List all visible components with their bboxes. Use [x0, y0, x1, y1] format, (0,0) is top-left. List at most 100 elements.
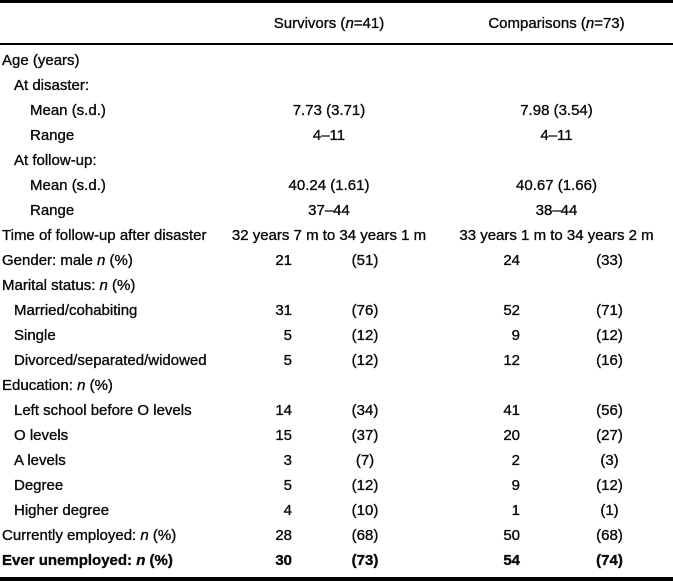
- comparisons-value-cell: 40.67 (1.66): [516, 177, 597, 194]
- row-label: Mean (s.d.): [30, 177, 106, 194]
- comparisons-n-cell: 9: [511, 327, 520, 344]
- table-row: Education: n (%): [0, 373, 673, 398]
- comparisons-n-cell: 54: [503, 552, 520, 569]
- survivors-pct-cell: (12): [351, 352, 379, 369]
- table-top-rule: [0, 0, 673, 3]
- survivors-value-cell: 37–44: [308, 202, 350, 219]
- survivors-pct-cell: (12): [351, 327, 379, 344]
- table-row: Age (years): [0, 48, 673, 73]
- survivors-n-cell: 4: [283, 502, 292, 519]
- comparisons-n-cell: 41: [503, 402, 520, 419]
- comparisons-value-cell: 7.98 (3.54): [520, 102, 593, 119]
- table-row: Time of follow-up after disaster 32 years…: [0, 223, 673, 248]
- survivors-pct-cell: (76): [351, 302, 379, 319]
- row-label: Mean (s.d.): [30, 102, 106, 119]
- comparisons-n-cell: 12: [503, 352, 520, 369]
- comparisons-pct-cell: (68): [596, 527, 623, 544]
- row-label: Time of follow-up after disaster: [2, 227, 207, 244]
- table-row: Ever unemployed: n (%) 30 (73) 54 (74): [0, 548, 673, 573]
- row-label: Degree: [14, 477, 64, 494]
- row-label: Currently employed: n (%): [2, 527, 177, 544]
- row-label: Range: [30, 127, 75, 144]
- survivors-pct-cell: (34): [351, 402, 379, 419]
- table-row: Marital status: n (%): [0, 273, 673, 298]
- survivors-n-cell: 5: [283, 352, 292, 369]
- survivors-pct-cell: (73): [351, 552, 379, 569]
- survivors-n-cell: 21: [275, 252, 292, 269]
- survivors-value-cell: 4–11: [312, 127, 346, 144]
- survivors-value-cell: 32 years 7 m to 34 years 1 m: [231, 227, 427, 244]
- survivors-n-cell: 31: [275, 302, 292, 319]
- row-label: Higher degree: [14, 502, 110, 519]
- row-label: Married/cohabiting: [14, 302, 138, 319]
- table-row: Mean (s.d.) 7.73 (3.71) 7.98 (3.54): [0, 98, 673, 123]
- table-body: Age (years) At disaster: Mean (s.d.) 7.73 (…: [0, 45, 673, 573]
- survivors-pct-cell: (37): [351, 427, 379, 444]
- row-label: Range: [30, 202, 75, 219]
- comparisons-pct-cell: (3): [600, 452, 619, 469]
- survivors-pct-cell: (7): [355, 452, 375, 469]
- row-label: Left school before O levels: [14, 402, 192, 419]
- table-row: Left school before O levels 14 (34) 41 (56): [0, 398, 673, 423]
- survivors-value-cell: 40.24 (1.61): [288, 177, 370, 194]
- comparisons-pct-cell: (16): [596, 352, 623, 369]
- table-header-row: Survivors (n=41) Comparisons (n=73): [0, 3, 673, 43]
- comparisons-n-cell: 20: [503, 427, 520, 444]
- comparisons-value-cell: 38–44: [535, 202, 578, 219]
- comparisons-pct-cell: (1): [600, 502, 619, 519]
- comparisons-pct-cell: (12): [596, 327, 623, 344]
- comparisons-pct-cell: (27): [596, 427, 623, 444]
- survivors-pct-cell: (51): [351, 252, 379, 269]
- comparisons-n-cell: 24: [503, 252, 520, 269]
- table-row: Range 37–44 38–44: [0, 198, 673, 223]
- comparisons-pct-cell: (56): [596, 402, 623, 419]
- table-bottom-rule: [0, 577, 673, 581]
- row-label: Marital status: n (%): [2, 277, 136, 294]
- survivors-n-cell: 14: [275, 402, 292, 419]
- comparisons-pct-cell: (12): [596, 477, 623, 494]
- survivors-pct-cell: (68): [351, 527, 379, 544]
- row-label: Gender: male n (%): [2, 252, 133, 269]
- table-row: Gender: male n (%) 21 (51) 24 (33): [0, 248, 673, 273]
- survivors-value-cell: 7.73 (3.71): [292, 102, 366, 119]
- row-label: At disaster:: [14, 77, 90, 94]
- comparisons-pct-cell: (71): [596, 302, 623, 319]
- comparisons-n-cell: 1: [511, 502, 520, 519]
- survivors-pct-cell: (10): [351, 502, 379, 519]
- header-survivors: Survivors (n=41): [273, 14, 385, 32]
- comparisons-value-cell: 33 years 1 m to 34 years 2 m: [459, 227, 654, 244]
- row-label: At follow-up:: [14, 152, 97, 169]
- header-separator-rule: [0, 43, 673, 45]
- row-label: Single: [14, 327, 56, 344]
- survivors-n-cell: 15: [275, 427, 292, 444]
- survivors-n-cell: 5: [283, 327, 292, 344]
- comparisons-value-cell: 4–11: [540, 127, 573, 144]
- survivors-n-cell: 3: [283, 452, 292, 469]
- header-comparisons: Comparisons (n=73): [488, 14, 625, 32]
- survivors-n-cell: 5: [283, 477, 292, 494]
- comparisons-pct-cell: (74): [596, 552, 623, 569]
- table-row: Single 5 (12) 9 (12): [0, 323, 673, 348]
- table-row: Divorced/separated/widowed 5 (12) 12 (16): [0, 348, 673, 373]
- table-row: Degree 5 (12) 9 (12): [0, 473, 673, 498]
- table-row: Higher degree 4 (10) 1 (1): [0, 498, 673, 523]
- row-label: O levels: [14, 427, 69, 444]
- comparisons-n-cell: 2: [511, 452, 520, 469]
- table-row: Currently employed: n (%) 28 (68) 50 (68): [0, 523, 673, 548]
- row-label: Age (years): [2, 52, 80, 69]
- table-row: Mean (s.d.) 40.24 (1.61) 40.67 (1.66): [0, 173, 673, 198]
- table-row: Range 4–11 4–11: [0, 123, 673, 148]
- row-label: A levels: [14, 452, 66, 469]
- comparisons-n-cell: 52: [503, 302, 520, 319]
- row-label: Divorced/separated/widowed: [14, 352, 207, 369]
- row-label: Education: n (%): [2, 377, 113, 394]
- table-row: O levels 15 (37) 20 (27): [0, 423, 673, 448]
- row-label: Ever unemployed: n (%): [2, 552, 173, 569]
- comparisons-pct-cell: (33): [596, 252, 623, 269]
- survivors-n-cell: 28: [275, 527, 292, 544]
- comparisons-n-cell: 50: [503, 527, 520, 544]
- table-row: A levels 3 (7) 2 (3): [0, 448, 673, 473]
- survivors-pct-cell: (12): [351, 477, 379, 494]
- table-row: At follow-up:: [0, 148, 673, 173]
